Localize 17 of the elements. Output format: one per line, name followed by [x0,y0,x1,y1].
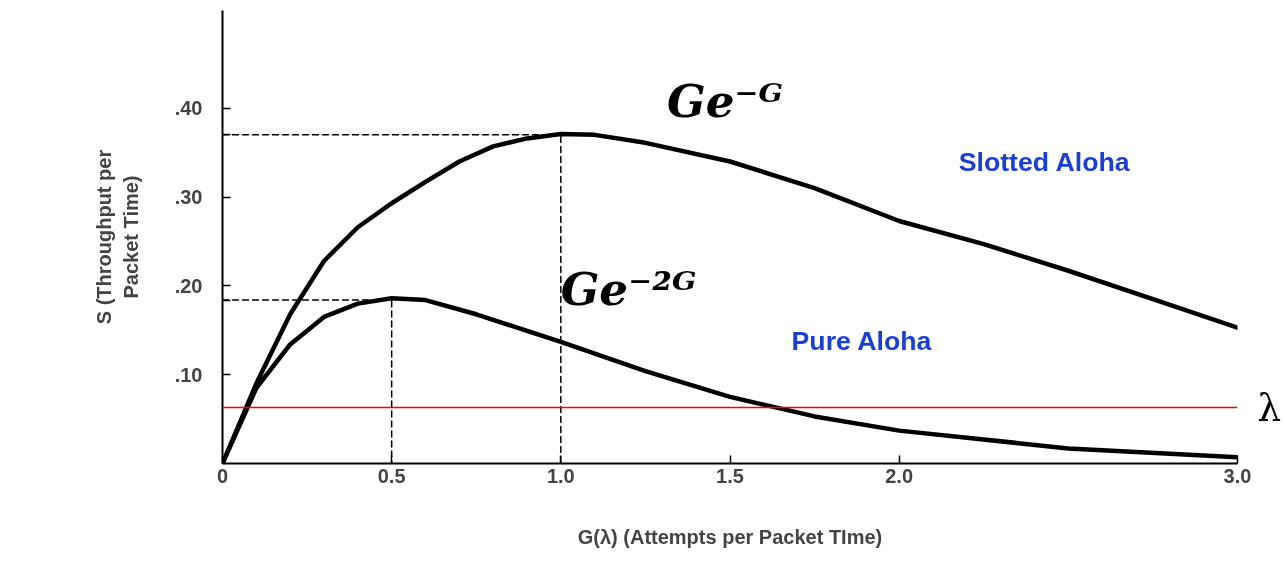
annotation: Ge⁻ᴳ [667,74,783,129]
x-tick-label: 1.5 [716,464,744,487]
annotation: Pure Aloha [791,326,932,357]
y-axis-title: S (Throughput per Packet Time) [93,149,142,325]
x-tick-label: 0.5 [377,464,406,487]
y-tick-label: .20 [174,274,203,297]
annotation: Slotted Aloha [958,147,1130,178]
y-tick-label: .40 [174,97,203,120]
x-tick-label: 0 [216,464,229,487]
x-tick-label: 3.0 [1223,464,1252,487]
ref-line-label: λ [1257,385,1282,430]
x-axis-title: G(λ) (Attempts per Packet TIme) [577,525,883,548]
y-tick-label: .10 [174,363,203,386]
x-tick-label: 2.0 [885,464,914,487]
annotation: Ge⁻²ᴳ [560,262,697,317]
y-tick-label: .30 [174,186,203,209]
x-tick-label: 1.0 [546,464,575,487]
